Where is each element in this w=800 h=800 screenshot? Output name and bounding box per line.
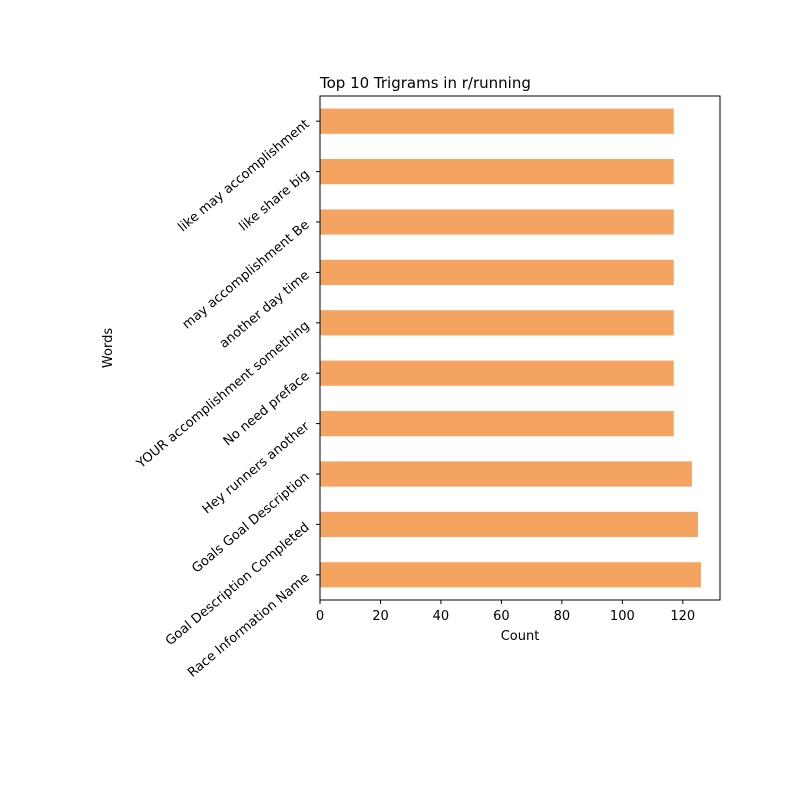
plot-frame [319,95,721,601]
x-tick-label: 20 [372,609,389,624]
plot-border [319,95,721,601]
bar [320,209,674,235]
chart-title: Top 10 Trigrams in r/running [319,74,531,92]
bar [320,159,674,185]
bar [320,360,674,386]
bar [320,259,674,285]
y-tick-label: Goals Goal Description [189,470,312,577]
bar [320,310,674,336]
bar [320,108,674,134]
x-axis-label: Count [501,629,540,644]
y-tick-label: Hey runners another [200,419,313,518]
y-axis-label: Words [101,328,116,368]
x-tick-label: 60 [493,609,510,624]
bar [320,411,674,437]
x-tick-label: 80 [554,609,571,624]
y-tick-label: Race Information Name [185,570,312,680]
x-axis: 0 20 40 60 80 100 120 [316,600,695,624]
x-tick-label: 40 [433,609,450,624]
bar [320,511,698,537]
x-tick-label: 120 [670,609,695,624]
x-tick-label: 100 [610,609,635,624]
bar [320,562,701,588]
bars-layer [320,108,701,588]
x-tick-label: 0 [316,609,324,624]
bar [320,461,692,487]
